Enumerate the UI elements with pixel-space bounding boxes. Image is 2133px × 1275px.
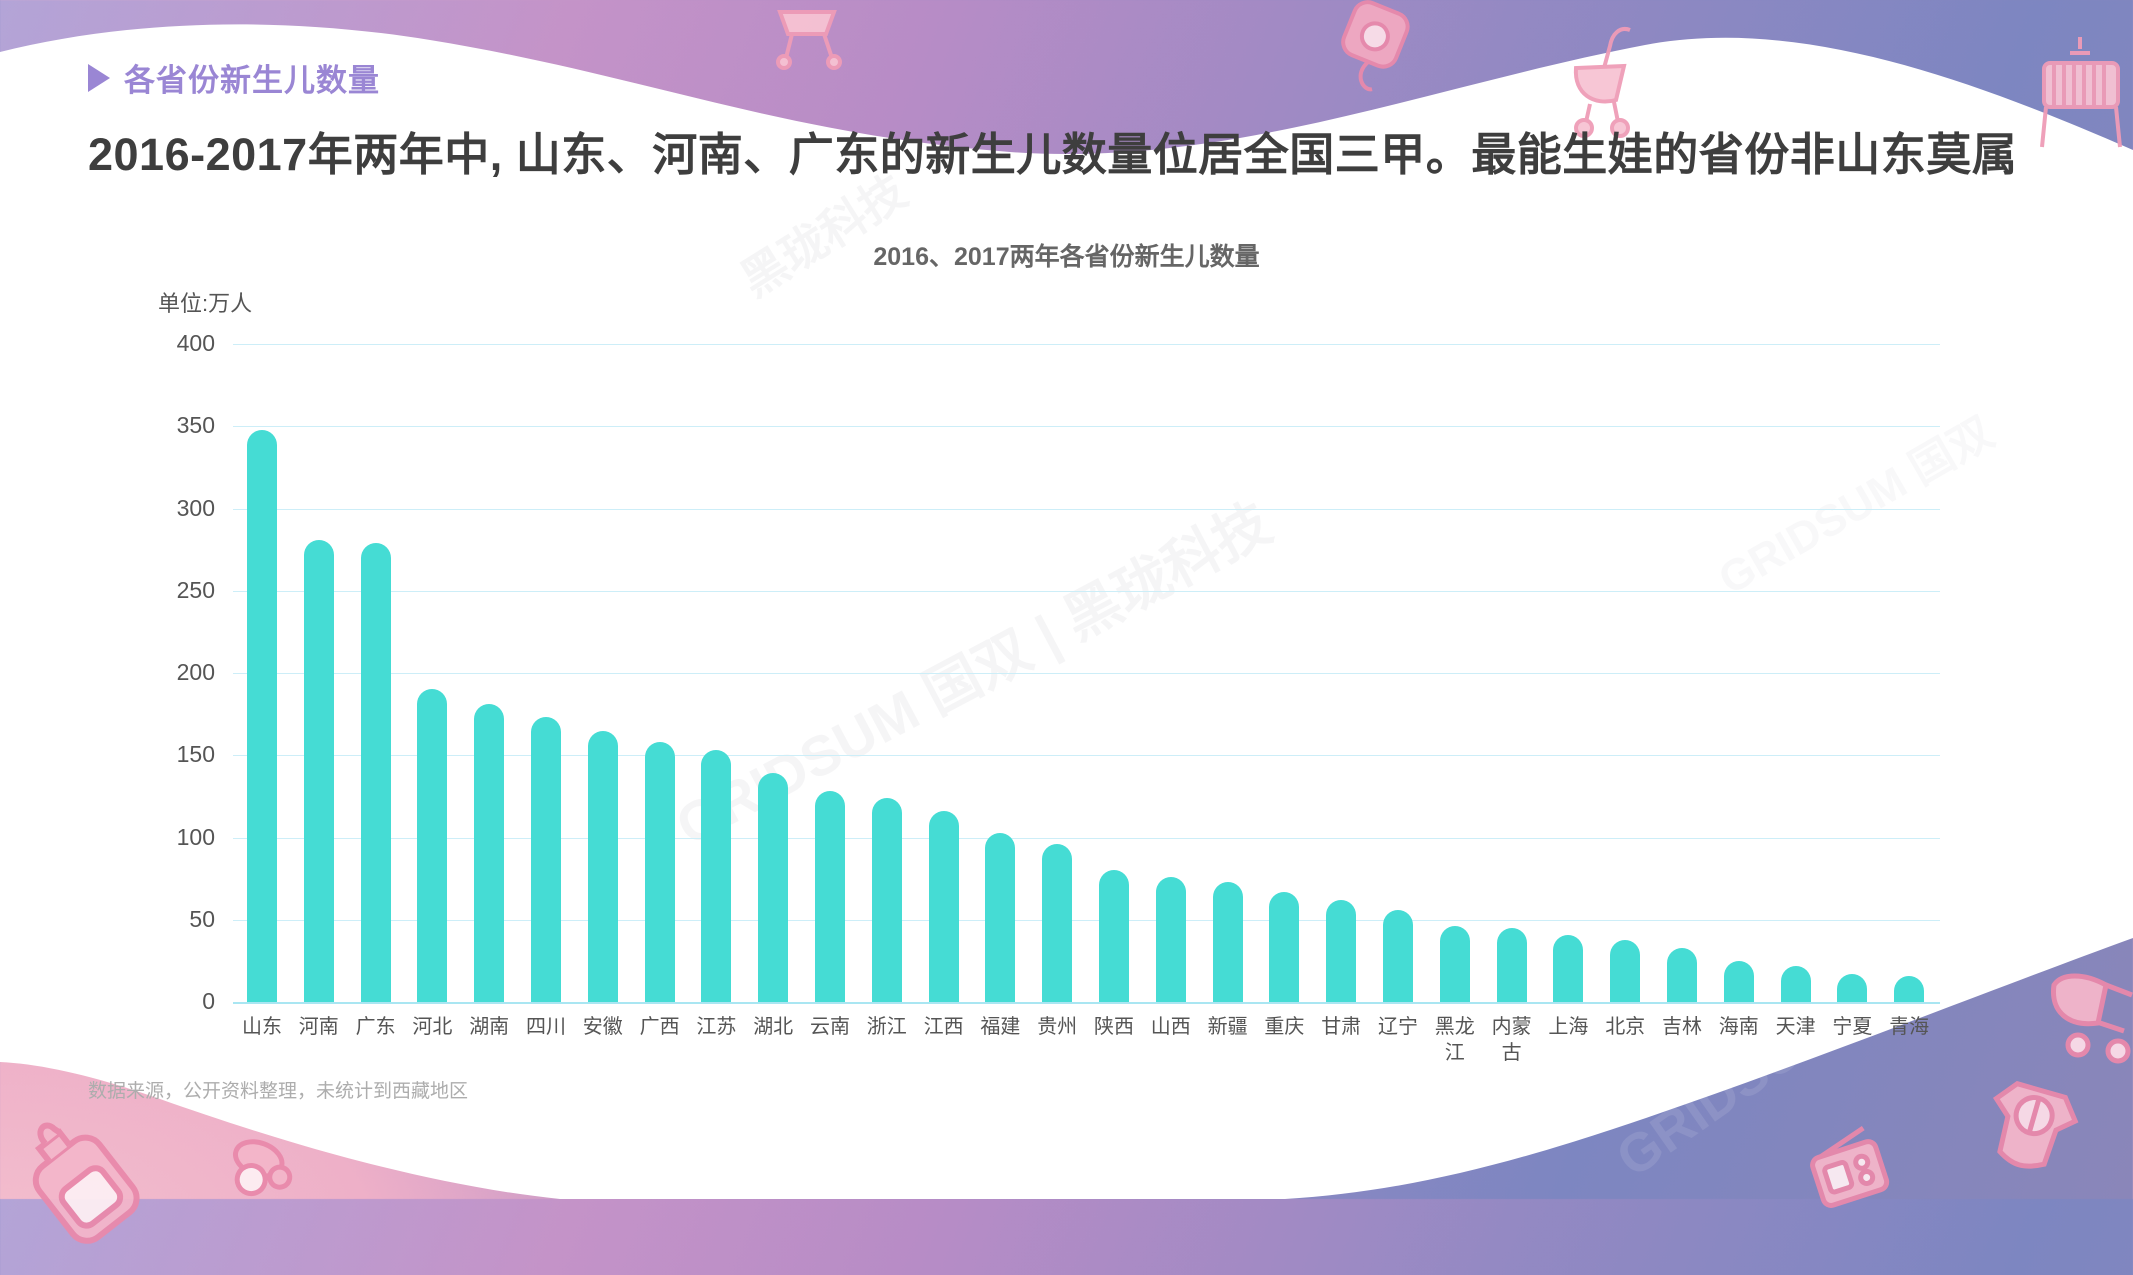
x-tick-label-辽宁: 辽宁: [1378, 1016, 1418, 1038]
gridline-y250: [233, 590, 1940, 592]
chart-unit-label: 单位:万人: [158, 291, 253, 316]
gridline-y350: [233, 426, 1940, 428]
x-tick-label-黑龙江: 黑龙江: [1434, 1016, 1475, 1064]
bar-江苏: [701, 750, 732, 1002]
x-tick-label-天津: 天津: [1775, 1016, 1816, 1038]
x-tick-label-广西: 广西: [639, 1016, 680, 1038]
pram-icon: [2040, 965, 2133, 1075]
bar-河北: [417, 689, 448, 1002]
bar-海南: [1723, 960, 1754, 1002]
y-tick-label-200: 200: [176, 659, 215, 685]
baby-onesie-icon: [1962, 1062, 2098, 1198]
x-tick-label-四川: 四川: [526, 1016, 566, 1038]
x-tick-label-内蒙古: 内蒙古: [1491, 1016, 1532, 1064]
bar-内蒙古: [1496, 927, 1527, 1002]
bar-广西: [644, 742, 675, 1002]
y-tick-label-50: 50: [189, 905, 215, 932]
bar-湖北: [758, 773, 789, 1002]
x-tick-label-安徽: 安徽: [582, 1016, 623, 1038]
bar-河南: [303, 539, 334, 1002]
x-tick-label-青海: 青海: [1889, 1016, 1930, 1038]
x-tick-label-江苏: 江苏: [696, 1016, 737, 1038]
y-tick-label-0: 0: [202, 988, 215, 1014]
bar-山西: [1155, 876, 1186, 1002]
bar-青海: [1894, 975, 1925, 1002]
bar-黑龙江: [1439, 926, 1470, 1002]
bar-四川: [531, 717, 561, 1002]
x-tick-label-广东: 广东: [355, 1016, 396, 1038]
baby-walker-icon: [770, 0, 848, 70]
bar-甘肃: [1326, 900, 1357, 1002]
bar-云南: [815, 791, 845, 1002]
gridline-y200: [233, 673, 1940, 674]
baby-bib-icon: [1320, 0, 1425, 105]
toy-radio-icon: [1789, 1107, 1912, 1223]
section-tag-label: 各省份新生儿数量: [124, 63, 380, 98]
x-tick-label-北京: 北京: [1605, 1016, 1646, 1038]
x-tick-label-山西: 山西: [1150, 1016, 1191, 1038]
gridline-y100: [233, 837, 1940, 839]
y-tick-label-350: 350: [176, 412, 215, 439]
data-source-footnote: 数据来源，公开资料整理，未统计到西藏地区: [88, 1081, 469, 1102]
x-tick-label-山东: 山东: [242, 1016, 282, 1038]
x-tick-label-福建: 福建: [980, 1016, 1021, 1038]
gridline-y0: [233, 1002, 1940, 1004]
x-tick-label-贵州: 贵州: [1037, 1016, 1078, 1038]
stroller-icon: [1560, 20, 1656, 140]
x-tick-label-陕西: 陕西: [1094, 1016, 1134, 1038]
x-tick-label-浙江: 浙江: [866, 1016, 907, 1038]
x-axis-labels: 山东 河南 广东 河北 湖南 四川 安徽 广西 江苏 湖北 云南 浙江 江西 福建 贵州 陕西 山西 新疆 重庆 甘肃…: [233, 1014, 1940, 1074]
bar-上海: [1553, 934, 1584, 1002]
x-tick-label-河北: 河北: [412, 1016, 453, 1038]
x-tick-label-宁夏: 宁夏: [1832, 1016, 1873, 1038]
bar-山东: [247, 429, 277, 1002]
bar-辽宁: [1383, 909, 1413, 1002]
bar-新疆: [1212, 881, 1243, 1002]
x-tick-label-云南: 云南: [810, 1016, 850, 1038]
y-tick-label-300: 300: [176, 494, 215, 521]
triangle-bullet-icon: [88, 63, 110, 92]
page-title: 2016-2017年两年中, 山东、河南、广东的新生儿数量位居全国三甲。最能生娃…: [88, 129, 2018, 180]
gridline-y50: [233, 919, 1940, 921]
x-tick-label-吉林: 吉林: [1662, 1016, 1702, 1038]
x-tick-label-海南: 海南: [1718, 1016, 1759, 1038]
y-tick-label-250: 250: [176, 576, 215, 603]
y-tick-label-400: 400: [176, 330, 215, 356]
gridline-y150: [233, 755, 1940, 757]
x-tick-label-河南: 河南: [298, 1016, 339, 1038]
bar-安徽: [587, 730, 618, 1002]
x-tick-label-湖北: 湖北: [753, 1016, 794, 1038]
x-tick-label-新疆: 新疆: [1207, 1016, 1248, 1038]
bar-贵州: [1042, 844, 1073, 1002]
bar-湖南: [474, 704, 505, 1002]
bar-浙江: [871, 798, 902, 1002]
bar-福建: [985, 832, 1016, 1002]
chart-title: 2016、2017两年各省份新生儿数量: [873, 243, 1260, 271]
bar-广东: [360, 543, 391, 1002]
bar-吉林: [1667, 947, 1697, 1002]
x-tick-label-上海: 上海: [1548, 1016, 1589, 1038]
gridline-y300: [233, 508, 1940, 510]
y-tick-label-150: 150: [176, 741, 215, 768]
bar-江西: [928, 811, 959, 1002]
plot-area: 400 350 300 250 200 150 100 50 0: [177, 330, 1940, 1014]
gridline-y400: [233, 344, 1940, 345]
bar-天津: [1780, 965, 1811, 1002]
bar-宁夏: [1837, 974, 1868, 1002]
x-tick-label-湖南: 湖南: [469, 1016, 510, 1038]
section-tag: 各省份新生儿数量: [88, 55, 380, 100]
x-tick-label-甘肃: 甘肃: [1321, 1016, 1362, 1038]
crib-icon: [2030, 35, 2130, 155]
x-tick-label-江西: 江西: [923, 1016, 964, 1038]
x-tick-label-重庆: 重庆: [1264, 1016, 1305, 1038]
pacifier-icon: [204, 1117, 316, 1223]
y-tick-label-100: 100: [176, 823, 215, 850]
bar-陕西: [1099, 870, 1129, 1002]
bar-重庆: [1269, 891, 1300, 1002]
bar-北京: [1610, 939, 1641, 1002]
